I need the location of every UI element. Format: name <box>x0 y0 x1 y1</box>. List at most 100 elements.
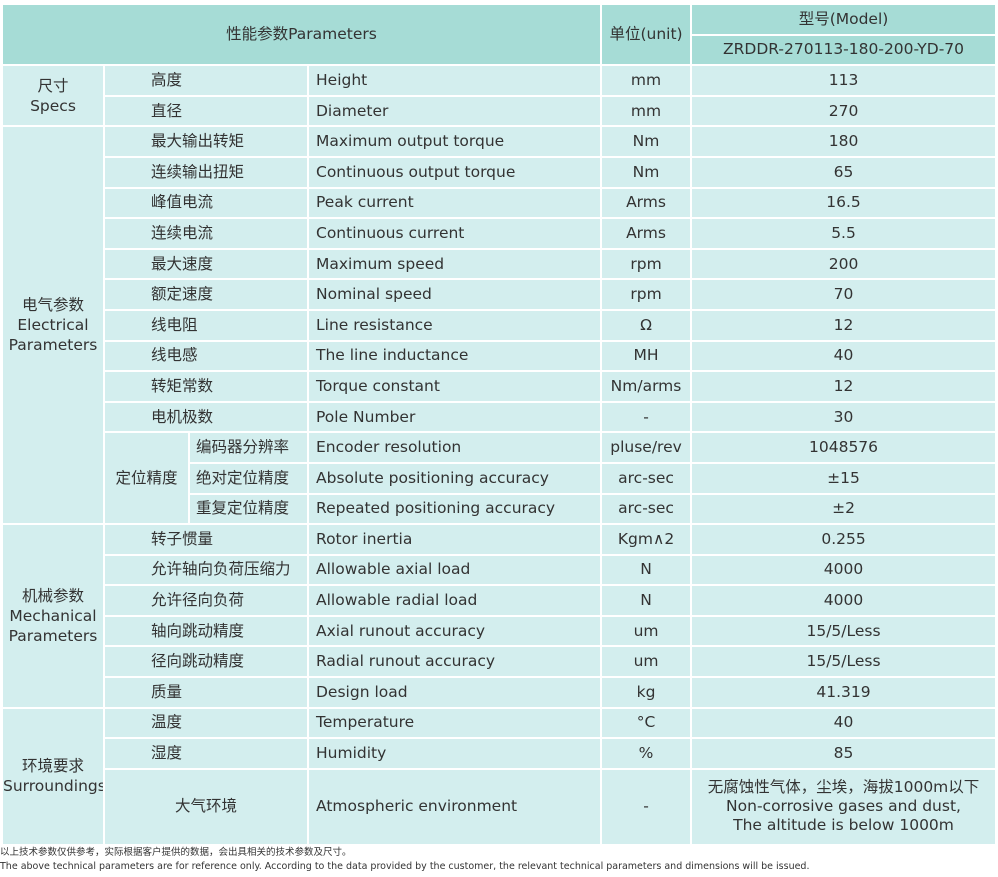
param-cn: 径向跳动精度 <box>105 647 307 677</box>
param-en: Repeated positioning accuracy <box>309 494 601 524</box>
param-unit: °C <box>602 708 691 738</box>
table-row: 连续输出扭矩 Continuous output torque Nm 65 <box>3 157 995 187</box>
footnote: 以上技术参数仅供参考，实际根据客户提供的数据，会出具相关的技术参数及尺寸。 <box>0 847 352 858</box>
param-value: 5.5 <box>692 219 995 248</box>
param-value: 0.255 <box>692 525 995 554</box>
param-unit: N <box>602 555 691 585</box>
table-row: 允许径向负荷 Allowable radial load N 4000 <box>3 586 995 615</box>
param-unit: pluse/rev <box>602 433 691 462</box>
header-parameters: 性能参数Parameters <box>3 5 601 65</box>
param-unit: - <box>602 402 691 432</box>
footnotes: 以上技术参数仅供参考，实际根据客户提供的数据，会出具相关的技术参数及尺寸。 The… <box>0 846 809 874</box>
param-unit: mm <box>602 66 691 95</box>
param-unit: % <box>602 739 691 768</box>
table-row: 最大速度 Maximum speed rpm 200 <box>3 249 995 279</box>
table-row: 定位精度 编码器分辨率 Encoder resolution pluse/rev 104… <box>3 433 995 524</box>
param-value: 15/5/Less <box>692 616 995 646</box>
table-wrap: 性能参数Parameters 单位(unit) 型号(Model) ZRDDR-… <box>1 3 997 846</box>
table-row: 线电阻 Line resistance Ω 12 <box>3 310 995 340</box>
param-en: Axial runout accuracy <box>309 616 601 646</box>
param-en: Line resistance <box>309 310 601 340</box>
table-row: 轴向跳动精度 Axial runout accuracy um 15/5/Less <box>3 616 995 646</box>
param-value: 40 <box>692 708 995 738</box>
param-cn: 温度 <box>105 708 307 738</box>
group-label-en: Electrical Parameters <box>8 316 98 355</box>
param-unit: Nm <box>602 127 691 156</box>
param-cn: 允许轴向负荷压缩力 <box>105 555 307 585</box>
param-unit: Arms <box>602 219 691 248</box>
param-value: 200 <box>692 249 995 279</box>
param-value: 113 <box>692 66 995 95</box>
param-cn: 大气环境 <box>105 769 307 844</box>
param-unit: kg <box>602 678 691 707</box>
param-en: Absolute positioning accuracy <box>309 463 601 493</box>
param-value: 4000 <box>692 555 995 585</box>
table-row: 直径 Diameter mm 270 <box>3 96 995 126</box>
header-model: ZRDDR-270113-180-200-YD-70 <box>692 35 995 65</box>
param-en: Continuous current <box>309 219 601 248</box>
table-row: 重复定位精度 Repeated positioning accuracy arc-s… <box>3 494 995 524</box>
group-label-en: Surroundings <box>3 777 103 796</box>
param-cn: 转矩常数 <box>105 372 307 401</box>
param-en: Humidity <box>309 739 601 768</box>
group-label: 环境要求 Surroundings <box>3 708 103 844</box>
param-cn: 最大输出转矩 <box>105 127 307 156</box>
param-en: Encoder resolution <box>309 433 601 462</box>
value-line: Non-corrosive gases and dust, <box>726 797 961 816</box>
param-unit: Arms <box>602 188 691 218</box>
table-row: 机械参数 Mechanical Parameters 转子惯量 Rotor inert… <box>3 525 995 707</box>
param-unit: Nm/arms <box>602 372 691 401</box>
param-value: ±15 <box>692 463 995 493</box>
param-value: 40 <box>692 341 995 371</box>
param-cn: 重复定位精度 <box>190 494 307 524</box>
param-cn: 转子惯量 <box>105 525 307 554</box>
table-row: 湿度 Humidity% 85 <box>3 739 995 768</box>
table-row: 环境要求 Surroundings 温度 Temperature °C 40 <box>3 708 995 844</box>
group-label-cn: 环境要求 <box>21 757 84 776</box>
value-line: 无腐蚀性气体，尘埃，海拔1000m以下 <box>707 778 980 797</box>
param-en: Maximum output torque <box>309 127 601 156</box>
param-en: Torque constant <box>309 372 601 401</box>
table-row: 电气参数 Electrical Parameters 最大输出转矩 Maximum o… <box>3 127 995 524</box>
param-cn: 湿度 <box>105 739 307 768</box>
spec-table: 性能参数Parameters 单位(unit) 型号(Model) ZRDDR-… <box>1 3 997 846</box>
param-cn: 绝对定位精度 <box>190 463 307 493</box>
table-row: 允许轴向负荷压缩力 Allowable axial load N 4000 <box>3 555 995 585</box>
param-unit: Nm <box>602 157 691 187</box>
param-unit: mm <box>602 96 691 126</box>
param-cn: 直径 <box>105 96 307 126</box>
param-en: Maximum speed <box>309 249 601 279</box>
param-value: 1048576 <box>692 433 995 462</box>
param-unit: rpm <box>602 249 691 279</box>
param-value: 30 <box>692 402 995 432</box>
param-en: The line inductance <box>309 341 601 371</box>
table-row: 径向跳动精度 Radial runout accuracy um 15/5/Less <box>3 647 995 677</box>
param-value: 85 <box>692 739 995 768</box>
table-row: 转矩常数 Torque constant Nm/arms 12 <box>3 372 995 401</box>
param-unit: N <box>602 586 691 615</box>
param-value: 12 <box>692 310 995 340</box>
param-en: Nominal speed <box>309 280 601 309</box>
table-row: 质量 Design load kg 41.319 <box>3 678 995 707</box>
param-cn: 连续电流 <box>105 219 307 248</box>
param-value: ±2 <box>692 494 995 524</box>
param-unit: arc-sec <box>602 494 691 524</box>
table-row: 线电感 The line inductance MH 40 <box>3 341 995 371</box>
param-cn: 编码器分辨率 <box>190 433 307 462</box>
param-cn: 额定速度 <box>105 280 307 309</box>
param-en: Radial runout accuracy <box>309 647 601 677</box>
param-unit: MH <box>602 341 691 371</box>
param-value: 65 <box>692 157 995 187</box>
param-cn: 允许径向负荷 <box>105 586 307 615</box>
param-en: Allowable radial load <box>309 586 601 615</box>
group-label-cn: 电气参数 <box>21 296 84 315</box>
group-label: 电气参数 Electrical Parameters <box>3 127 103 524</box>
param-value: 180 <box>692 127 995 156</box>
param-unit: um <box>602 647 691 677</box>
param-value: 无腐蚀性气体，尘埃，海拔1000m以下 Non-corrosive gases a… <box>692 769 995 844</box>
param-cn: 线电阻 <box>105 310 307 340</box>
table-row: 电机极数 Pole Number -30 <box>3 402 995 432</box>
param-en: Diameter <box>309 96 601 126</box>
param-en: Continuous output torque <box>309 157 601 187</box>
